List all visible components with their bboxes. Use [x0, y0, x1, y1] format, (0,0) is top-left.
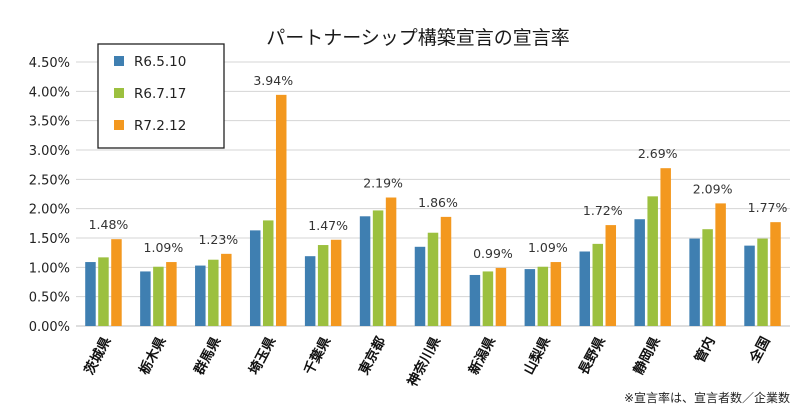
- x-tick-label: 東京都: [355, 333, 389, 377]
- y-tick-label: 4.00%: [29, 85, 70, 100]
- bar: [495, 267, 507, 326]
- data-label: 1.48%: [89, 217, 129, 232]
- bar: [469, 274, 481, 326]
- y-tick-label: 3.50%: [29, 115, 70, 130]
- bar: [385, 197, 397, 326]
- bar: [249, 230, 261, 326]
- y-tick-label: 2.50%: [29, 173, 70, 188]
- data-label: 1.09%: [528, 240, 568, 255]
- legend-swatch: [114, 88, 124, 98]
- bar: [702, 229, 713, 326]
- x-tick-label: 茨城県: [81, 333, 115, 377]
- legend-label: R6.7.17: [134, 86, 186, 102]
- bar: [153, 266, 164, 326]
- bar: [111, 239, 122, 326]
- bar: [221, 253, 232, 326]
- bar: [440, 216, 452, 326]
- bar: [275, 94, 287, 326]
- y-axis-ticks: 0.00% 0.50% 1.00% 1.50% 2.00% 2.50% 3.00% 3.50%…: [29, 56, 70, 335]
- bar: [550, 262, 562, 326]
- x-tick-label: 群馬県: [190, 333, 225, 378]
- data-label: 2.69%: [638, 146, 678, 161]
- data-label: 1.47%: [308, 218, 348, 233]
- bar: [660, 168, 671, 326]
- x-tick-label: 長野県: [576, 334, 609, 378]
- y-tick-label: 0.00%: [29, 320, 70, 335]
- bar: [647, 196, 658, 326]
- x-tick-label: 栃木県: [135, 333, 169, 377]
- data-label: 1.72%: [583, 203, 623, 218]
- bar: [427, 232, 439, 326]
- bar: [208, 259, 219, 326]
- bar: [592, 243, 604, 326]
- legend-swatch: [114, 56, 124, 66]
- x-tick-label: 千葉県: [300, 333, 334, 377]
- data-label: 1.86%: [418, 195, 458, 210]
- data-label: 1.77%: [748, 200, 788, 215]
- x-tick-label: 新潟県: [465, 333, 499, 377]
- bar: [689, 238, 700, 326]
- bar: [140, 271, 151, 326]
- bar: [715, 203, 726, 326]
- bar: [634, 219, 645, 326]
- chart-title: パートナーシップ構築宣言の宣言率: [266, 27, 570, 49]
- bar: [605, 225, 617, 326]
- data-label: 0.99%: [473, 246, 513, 261]
- bar: [262, 220, 274, 326]
- data-label: 2.19%: [363, 176, 403, 191]
- bar: [414, 246, 426, 326]
- bar: [317, 245, 329, 326]
- y-tick-label: 3.00%: [29, 144, 70, 159]
- y-tick-label: 1.50%: [29, 232, 70, 247]
- bar: [537, 266, 549, 326]
- bar: [372, 210, 384, 326]
- bar: [744, 245, 755, 326]
- legend-label: R7.2.12: [134, 118, 186, 134]
- y-tick-label: 1.00%: [29, 261, 70, 276]
- bar: [770, 222, 781, 326]
- data-labels: 1.48% 1.09% 1.23% 3.94% 1.47% 2.19% 1.86% 0.99%…: [89, 73, 788, 261]
- x-tick-label: 埼玉県: [245, 333, 279, 377]
- bar: [330, 239, 342, 326]
- legend: R6.5.10 R6.7.17 R7.2.12: [97, 43, 225, 149]
- data-label: 1.09%: [144, 240, 184, 255]
- bar: [85, 262, 96, 326]
- bar: [195, 265, 206, 326]
- x-axis-ticks: 茨城県 栃木県 群馬県 埼玉県 千葉県 東京都 神奈川県 新潟県 山梨県 長野県 静岡県 管内 全国: [81, 333, 774, 389]
- data-label: 1.23%: [198, 232, 238, 247]
- y-tick-label: 2.00%: [29, 203, 70, 218]
- data-label: 3.94%: [253, 73, 293, 88]
- bar: [359, 216, 371, 326]
- data-label: 2.09%: [693, 181, 733, 196]
- y-tick-label: 0.50%: [29, 291, 70, 306]
- x-tick-label: 全国: [745, 334, 773, 367]
- bar: [304, 256, 316, 326]
- y-tick-label: 4.50%: [29, 56, 70, 71]
- footnote: ※宣言率は、宣言者数／企業数: [624, 390, 790, 405]
- bar: [98, 257, 109, 326]
- bar: [579, 251, 591, 326]
- bar: [166, 262, 177, 326]
- x-tick-label: 神奈川県: [404, 333, 445, 389]
- x-tick-label: 山梨県: [520, 333, 554, 377]
- gridlines: [76, 61, 790, 327]
- legend-label: R6.5.10: [134, 54, 186, 70]
- bar: [524, 269, 536, 326]
- bars: [85, 94, 781, 326]
- x-tick-label: 静岡県: [630, 333, 664, 377]
- bar: [482, 271, 494, 326]
- x-tick-label: 管内: [691, 334, 719, 366]
- bar: [757, 238, 768, 326]
- legend-swatch: [114, 120, 124, 130]
